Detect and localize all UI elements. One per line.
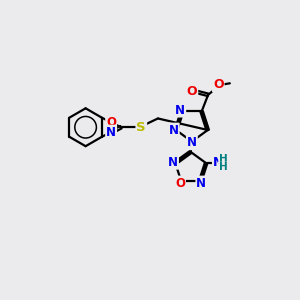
Text: N: N bbox=[196, 177, 206, 190]
Text: N: N bbox=[106, 126, 116, 139]
Text: S: S bbox=[136, 121, 146, 134]
Text: N: N bbox=[213, 156, 223, 169]
Text: O: O bbox=[187, 85, 197, 98]
Text: O: O bbox=[175, 177, 185, 190]
Text: N: N bbox=[187, 136, 197, 149]
Text: H: H bbox=[219, 154, 228, 164]
Text: N: N bbox=[169, 124, 179, 136]
Text: O: O bbox=[213, 78, 224, 92]
Text: N: N bbox=[175, 103, 185, 117]
Text: H: H bbox=[219, 162, 228, 172]
Text: N: N bbox=[168, 156, 178, 169]
Text: O: O bbox=[106, 116, 116, 129]
